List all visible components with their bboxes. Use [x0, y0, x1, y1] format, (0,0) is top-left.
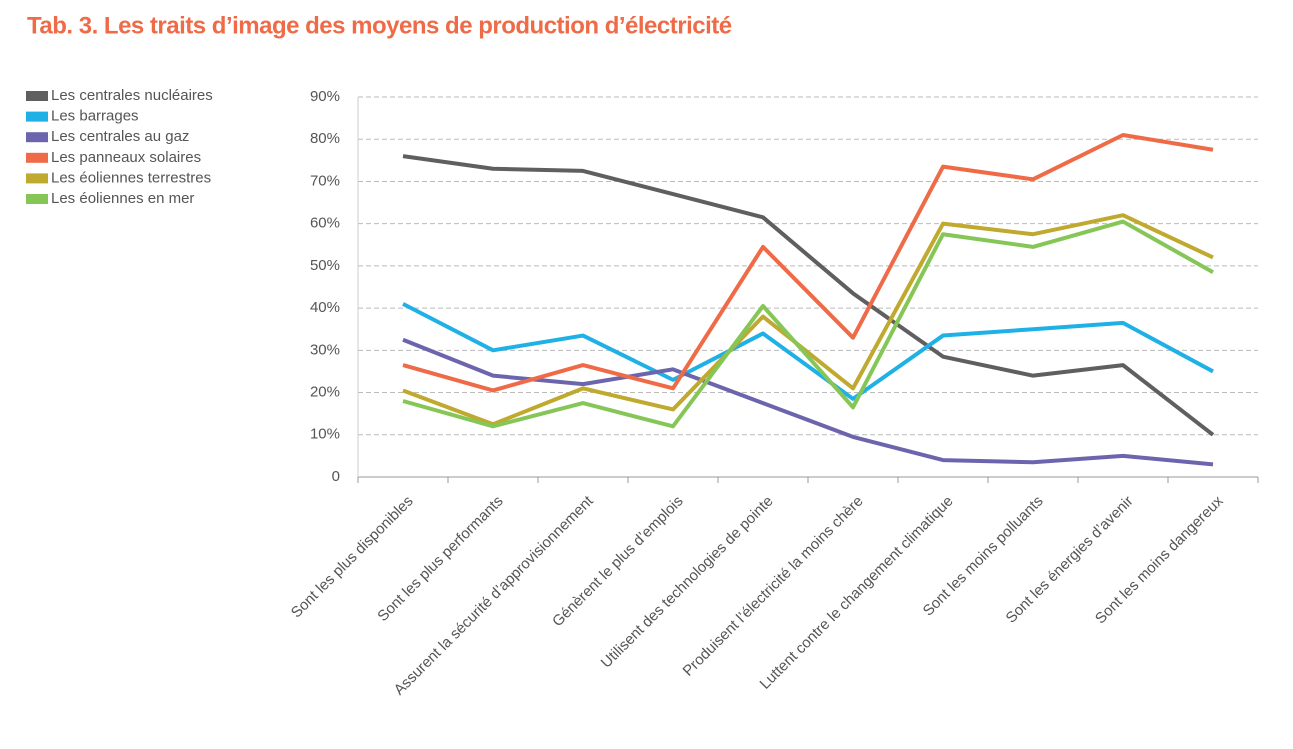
series-line [402, 133, 1214, 393]
legend-label: Les centrales au gaz [51, 128, 189, 145]
chart-title: Tab. 3. Les traits d’image des moyens de… [27, 12, 732, 39]
legend-swatch [26, 91, 48, 101]
y-tick-label: 30% [310, 341, 340, 358]
series-line [402, 337, 1214, 467]
legend-label: Les panneaux solaires [51, 149, 201, 166]
series-line [402, 213, 1214, 427]
x-tick-label: Assurent la sécurité d’approvisionnement [391, 492, 598, 699]
legend-label: Les éoliennes terrestres [51, 169, 211, 186]
y-tick-label: 90% [310, 88, 340, 105]
series-line [402, 154, 1215, 437]
legend-label: Les centrales nucléaires [51, 87, 213, 104]
y-tick-label: 20% [310, 384, 340, 401]
legend-swatch [26, 111, 48, 122]
legend-swatch [26, 194, 48, 204]
legend-label: Les barrages [51, 108, 139, 125]
legend-swatch [26, 173, 48, 184]
legend-swatch [26, 132, 48, 143]
y-tick-label: 60% [310, 215, 340, 232]
y-tick-label: 10% [310, 426, 340, 443]
y-tick-label: 40% [310, 299, 340, 316]
y-tick-label: 70% [310, 172, 340, 189]
x-tick-label: Produisent l’électricité la moins chère [680, 493, 867, 680]
y-tick-label: 50% [310, 257, 340, 274]
x-tick-label: Luttent contre le changement climatique [757, 493, 957, 693]
y-tick-label: 80% [310, 130, 340, 147]
x-tick-label: Utilisent des technologies de pointe [598, 493, 777, 672]
y-tick-label: 0 [332, 468, 340, 485]
series-line [402, 302, 1214, 401]
legend-label: Les éoliennes en mer [51, 190, 194, 207]
series-line [402, 219, 1214, 429]
legend-swatch [26, 152, 48, 163]
